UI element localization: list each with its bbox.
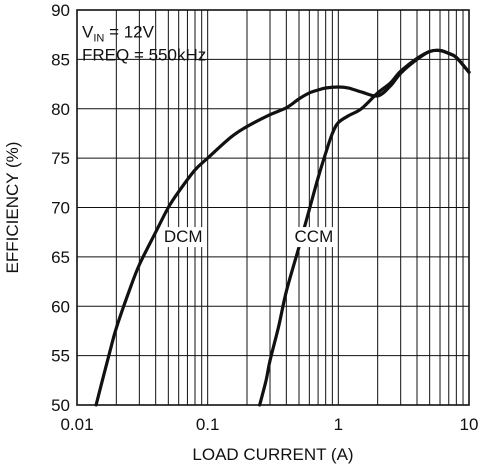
vin-annotation: VIN = 12V	[82, 23, 155, 45]
dcm-curve	[94, 48, 471, 407]
x-tick-label: 0.1	[196, 415, 220, 434]
y-tick-label: 55	[51, 347, 70, 366]
y-tick-label: 80	[51, 100, 70, 119]
x-tick-label: 10	[460, 415, 479, 434]
freq-annotation: FREQ = 550kHz	[82, 45, 206, 64]
y-tick-label: 85	[51, 50, 70, 69]
y-axis-title: EFFICIENCY (%)	[3, 142, 22, 274]
ccm-series-label: CCM	[295, 227, 334, 246]
dcm-series-label: DCM	[164, 227, 203, 246]
tick-labels: 50 55 60 65 70 75 80 85 90 0.01 0.1 1 10	[51, 1, 478, 434]
plot-frame	[76, 9, 470, 406]
y-tick-label: 90	[51, 1, 70, 20]
y-tick-label: 65	[51, 248, 70, 267]
y-tick-label: 70	[51, 199, 70, 218]
curves	[94, 48, 471, 407]
y-tick-label: 75	[51, 149, 70, 168]
y-tick-label: 60	[51, 297, 70, 316]
y-tick-label: 50	[51, 396, 70, 415]
x-tick-label: 1	[334, 415, 343, 434]
ccm-label-background	[291, 227, 336, 248]
dcm-label-background	[161, 227, 206, 248]
x-tick-label: 0.01	[60, 415, 93, 434]
x-axis-title: LOAD CURRENT (A)	[192, 445, 353, 464]
ccm-curve	[258, 48, 471, 407]
